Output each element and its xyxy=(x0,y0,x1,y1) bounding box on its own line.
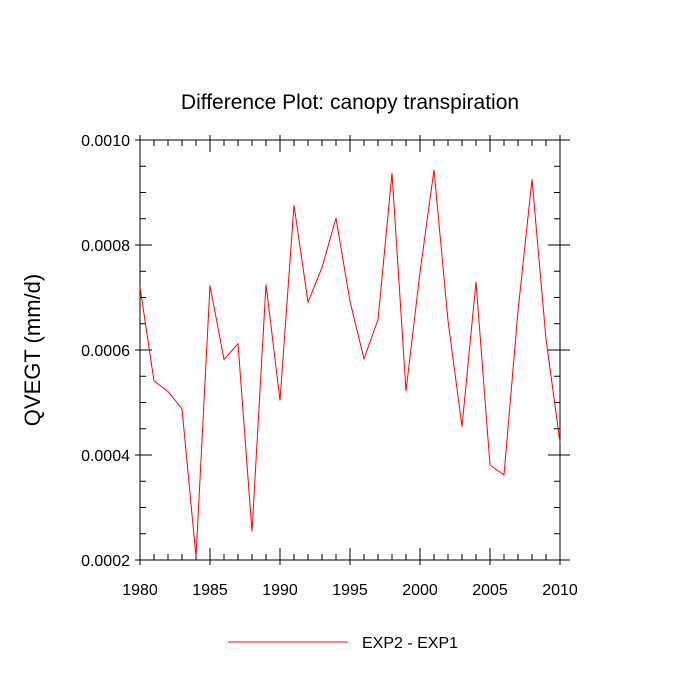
plot-frame xyxy=(139,139,561,561)
x-tick-label: 1980 xyxy=(122,582,158,599)
x-tick-labels: 1980 1985 1990 1995 2000 2005 2010 xyxy=(122,582,578,599)
x-tick-label: 2010 xyxy=(542,582,578,599)
series-lines xyxy=(139,169,561,557)
x-tick-label: 2000 xyxy=(402,582,438,599)
y-tick-label: 0.0006 xyxy=(81,343,130,360)
y-axis-label: QVEGT (mm/d) xyxy=(20,274,45,426)
y-tick-labels: 0.0002 0.0004 0.0006 0.0008 0.0010 xyxy=(81,133,130,570)
x-tick-label: 1990 xyxy=(262,582,298,599)
x-tick-label: 2005 xyxy=(472,582,508,599)
x-tick-label: 1985 xyxy=(192,582,228,599)
axis-ticks xyxy=(135,135,570,565)
y-tick-label: 0.0004 xyxy=(81,448,130,465)
legend: EXP2 - EXP1 xyxy=(228,635,458,652)
y-tick-label: 0.0010 xyxy=(81,133,130,150)
x-tick-label: 1995 xyxy=(332,582,368,599)
y-tick-label: 0.0008 xyxy=(81,238,130,255)
y-tick-label: 0.0002 xyxy=(81,553,130,570)
legend-entry: EXP2 - EXP1 xyxy=(362,635,458,652)
series-line xyxy=(139,169,561,557)
chart-title: Difference Plot: canopy transpiration xyxy=(181,91,519,114)
